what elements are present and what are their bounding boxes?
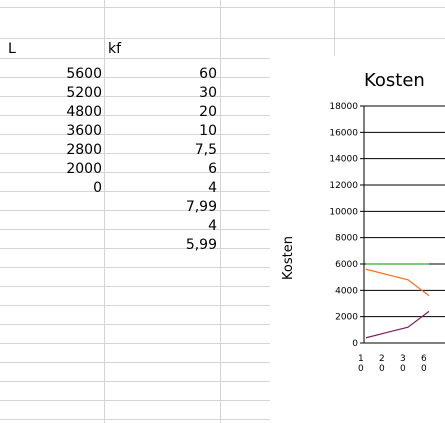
series-lines <box>365 263 430 339</box>
row-divider <box>0 172 270 173</box>
cell-kf[interactable]: 6 <box>208 161 217 177</box>
cell-kf[interactable]: 4 <box>208 180 217 196</box>
cell-kf[interactable]: 20 <box>199 104 217 120</box>
row-divider <box>0 58 270 59</box>
row-divider <box>0 191 270 192</box>
cell-kf[interactable]: 60 <box>199 66 217 82</box>
row-divider <box>0 134 270 135</box>
x-tick-label: 0 <box>400 364 406 374</box>
cell-l[interactable]: 3600 <box>66 123 102 139</box>
column-header-l[interactable]: L <box>8 41 16 57</box>
cell-l[interactable]: 2800 <box>66 142 102 158</box>
y-tick-label: 18000 <box>329 102 358 112</box>
row-divider <box>0 7 445 8</box>
row-divider <box>0 210 270 211</box>
cell-l[interactable]: 2000 <box>66 161 102 177</box>
row-divider <box>0 343 270 344</box>
cell-kf[interactable]: 7,99 <box>185 199 217 215</box>
y-axis-ticks: 0 2000 4000 6000 8000 10000 12000 14000 16000 180… <box>329 102 364 349</box>
row-divider <box>0 324 270 325</box>
y-tick-label: 6000 <box>335 260 358 270</box>
y-tick-label: 0 <box>352 339 358 349</box>
gridlines <box>363 105 445 344</box>
chart-object[interactable]: Kosten Kosten 0 2000 4000 6000 8000 10000 1200… <box>270 56 445 423</box>
y-tick-label: 10000 <box>329 207 358 217</box>
x-tick-label: 2 <box>379 354 385 364</box>
y-axis-title: Kosten <box>281 236 296 280</box>
y-tick-label: 16000 <box>329 128 358 138</box>
y-tick-label: 12000 <box>329 181 358 191</box>
x-tick-label: 0 <box>358 364 364 374</box>
row-divider <box>0 267 270 268</box>
cell-l[interactable]: 5600 <box>66 66 102 82</box>
column-divider <box>334 0 335 56</box>
x-tick-label: 0 <box>421 364 427 374</box>
cell-kf[interactable]: 5,99 <box>185 237 217 253</box>
row-divider <box>0 286 270 287</box>
cell-kf[interactable]: 7,5 <box>194 142 217 158</box>
x-tick-label: 1 <box>358 354 364 364</box>
row-divider <box>0 362 270 363</box>
column-divider <box>220 0 221 423</box>
cell-l[interactable]: 0 <box>93 180 102 196</box>
column-header-kf[interactable]: kf <box>108 41 122 57</box>
chart-title: Kosten <box>364 70 425 91</box>
series-line <box>365 310 430 339</box>
line-chart: Kosten Kosten 02000400060008000100001200… <box>270 56 445 423</box>
x-tick-label: 6 <box>421 354 427 364</box>
series-line <box>365 268 430 297</box>
row-divider <box>0 305 270 306</box>
row-divider <box>0 38 445 39</box>
cell-l[interactable]: 5200 <box>66 85 102 101</box>
row-divider <box>0 248 270 249</box>
cell-kf[interactable]: 4 <box>208 218 217 234</box>
y-tick-label: 8000 <box>335 234 358 244</box>
cell-kf[interactable]: 30 <box>199 85 217 101</box>
x-tick-label: 0 <box>379 364 385 374</box>
row-divider <box>0 96 270 97</box>
cell-kf[interactable]: 10 <box>199 123 217 139</box>
row-divider <box>0 115 270 116</box>
y-tick-label: 14000 <box>329 155 358 165</box>
x-tick-label: 3 <box>400 354 406 364</box>
row-divider <box>0 381 270 382</box>
y-tick-label: 4000 <box>335 286 358 296</box>
row-divider <box>0 229 270 230</box>
row-divider <box>0 153 270 154</box>
row-divider <box>0 77 270 78</box>
row-divider <box>0 419 270 420</box>
column-divider <box>104 0 105 423</box>
y-tick-label: 2000 <box>335 313 358 323</box>
cell-l[interactable]: 4800 <box>66 104 102 120</box>
row-divider <box>0 400 270 401</box>
